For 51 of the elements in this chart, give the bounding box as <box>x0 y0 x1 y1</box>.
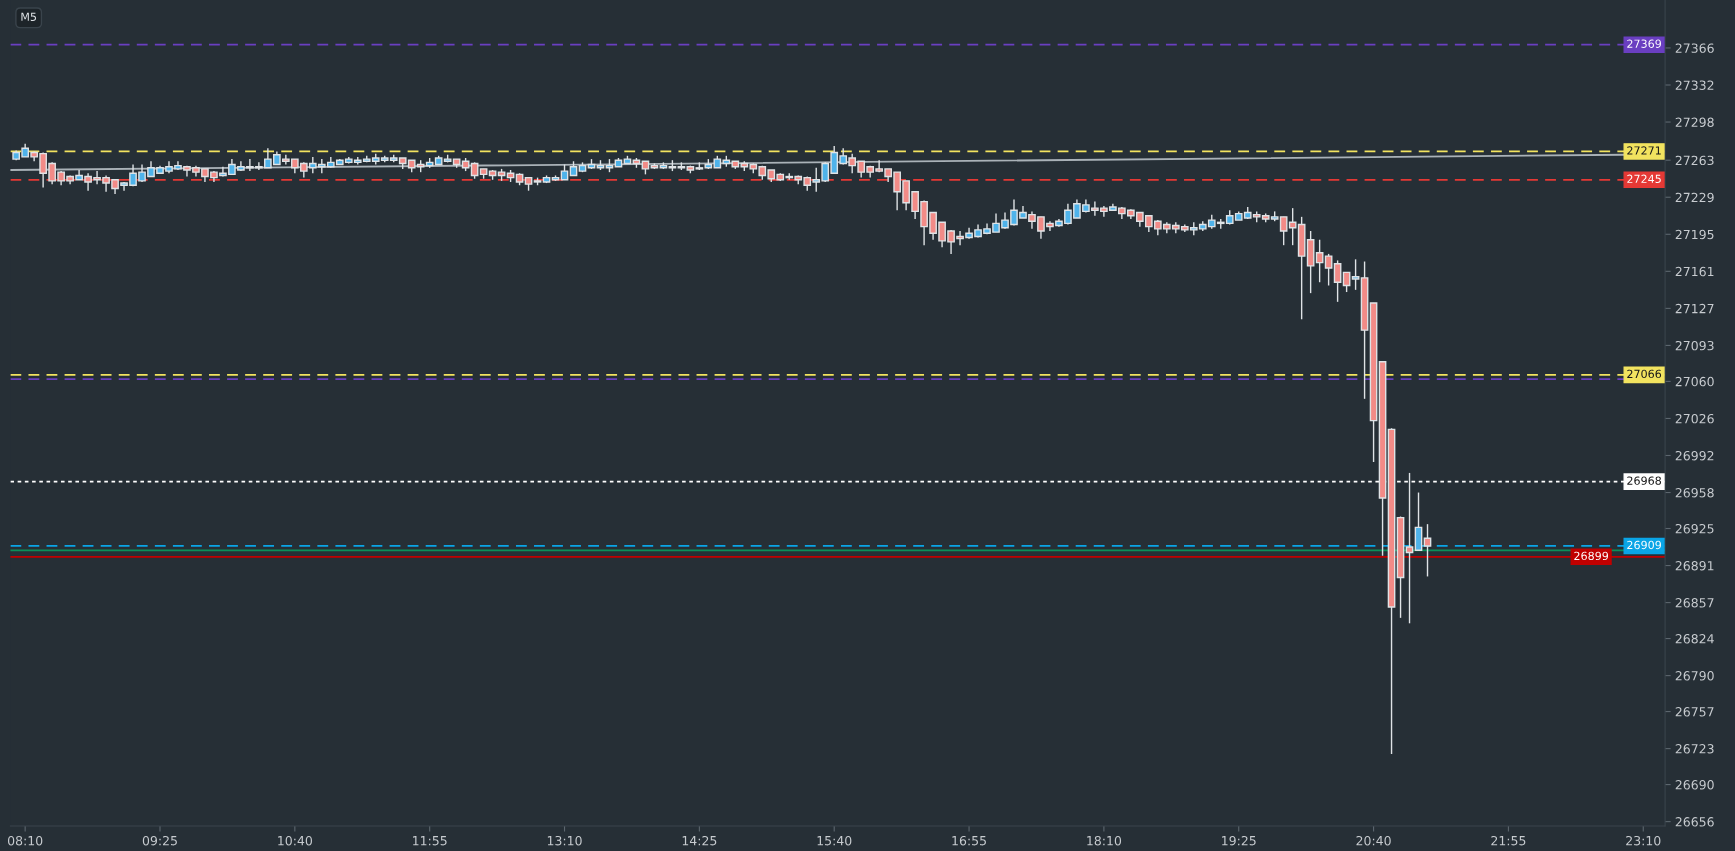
x-tick-label: 14:25 <box>682 835 717 846</box>
x-tick-label: 19:25 <box>1222 835 1256 846</box>
y-tick-label: 26790 <box>1675 671 1714 681</box>
y-tick-label: 27229 <box>1675 192 1714 203</box>
candlestick <box>1333 259 1342 303</box>
y-tick-label: 27263 <box>1675 155 1714 166</box>
x-tick-label: 08:10 <box>7 835 43 846</box>
y-tick-label: 27093 <box>1675 340 1714 351</box>
x-tick-label: 09:25 <box>142 835 177 846</box>
annotation: M5 <box>21 12 37 21</box>
ref-line-label: 27271 <box>1627 146 1661 155</box>
candlestick <box>1423 523 1432 578</box>
x-tick-label: 20:40 <box>1356 835 1391 846</box>
y-tick-label: 26690 <box>1675 780 1714 790</box>
y-tick-label: 27366 <box>1675 43 1714 53</box>
y-tick-label: 26824 <box>1675 634 1714 644</box>
x-tick-label: 21:55 <box>1491 835 1526 846</box>
candlestick <box>1342 271 1351 293</box>
y-tick-label: 26757 <box>1675 707 1714 717</box>
x-tick-label: 11:55 <box>413 836 447 846</box>
y-tick-label: 27026 <box>1675 413 1714 424</box>
x-tick-label: 16:55 <box>952 835 986 846</box>
y-tick-label: 26891 <box>1675 561 1714 571</box>
ref-line-label: 26899 <box>1574 551 1609 561</box>
y-tick-label: 27195 <box>1675 229 1714 240</box>
y-tick-label: 26656 <box>1675 817 1714 827</box>
candlestick <box>1351 258 1360 291</box>
x-tick-label: 10:40 <box>278 835 313 846</box>
x-tick-label: 15:40 <box>817 835 852 846</box>
y-tick-label: 27161 <box>1675 266 1714 277</box>
ref-line-label: 27245 <box>1627 174 1661 184</box>
candlestick <box>1315 239 1324 283</box>
x-tick-label: 18:10 <box>1087 835 1122 846</box>
y-tick-label: 27332 <box>1675 80 1714 90</box>
y-tick-label: 27298 <box>1675 117 1714 127</box>
x-tick-label: 23:10 <box>1626 835 1661 846</box>
ref-line-label: 26909 <box>1627 540 1661 550</box>
candlestick <box>1414 491 1423 551</box>
candlestick <box>1324 253 1333 287</box>
y-tick-label: 27060 <box>1675 376 1714 387</box>
y-tick-label: 26992 <box>1675 450 1714 461</box>
ref-line-label: 27066 <box>1627 369 1662 379</box>
y-tick-label: 26958 <box>1675 488 1714 498</box>
x-tick-label: 13:10 <box>547 835 582 846</box>
y-tick-label: 26925 <box>1675 523 1714 534</box>
y-tick-label: 26857 <box>1675 598 1714 608</box>
ref-line-label: 27369 <box>1627 39 1661 48</box>
ref-line-label: 26968 <box>1627 476 1662 485</box>
candlestick <box>1405 472 1414 624</box>
y-tick-label: 26723 <box>1675 744 1714 754</box>
y-tick-label: 27127 <box>1675 303 1714 314</box>
